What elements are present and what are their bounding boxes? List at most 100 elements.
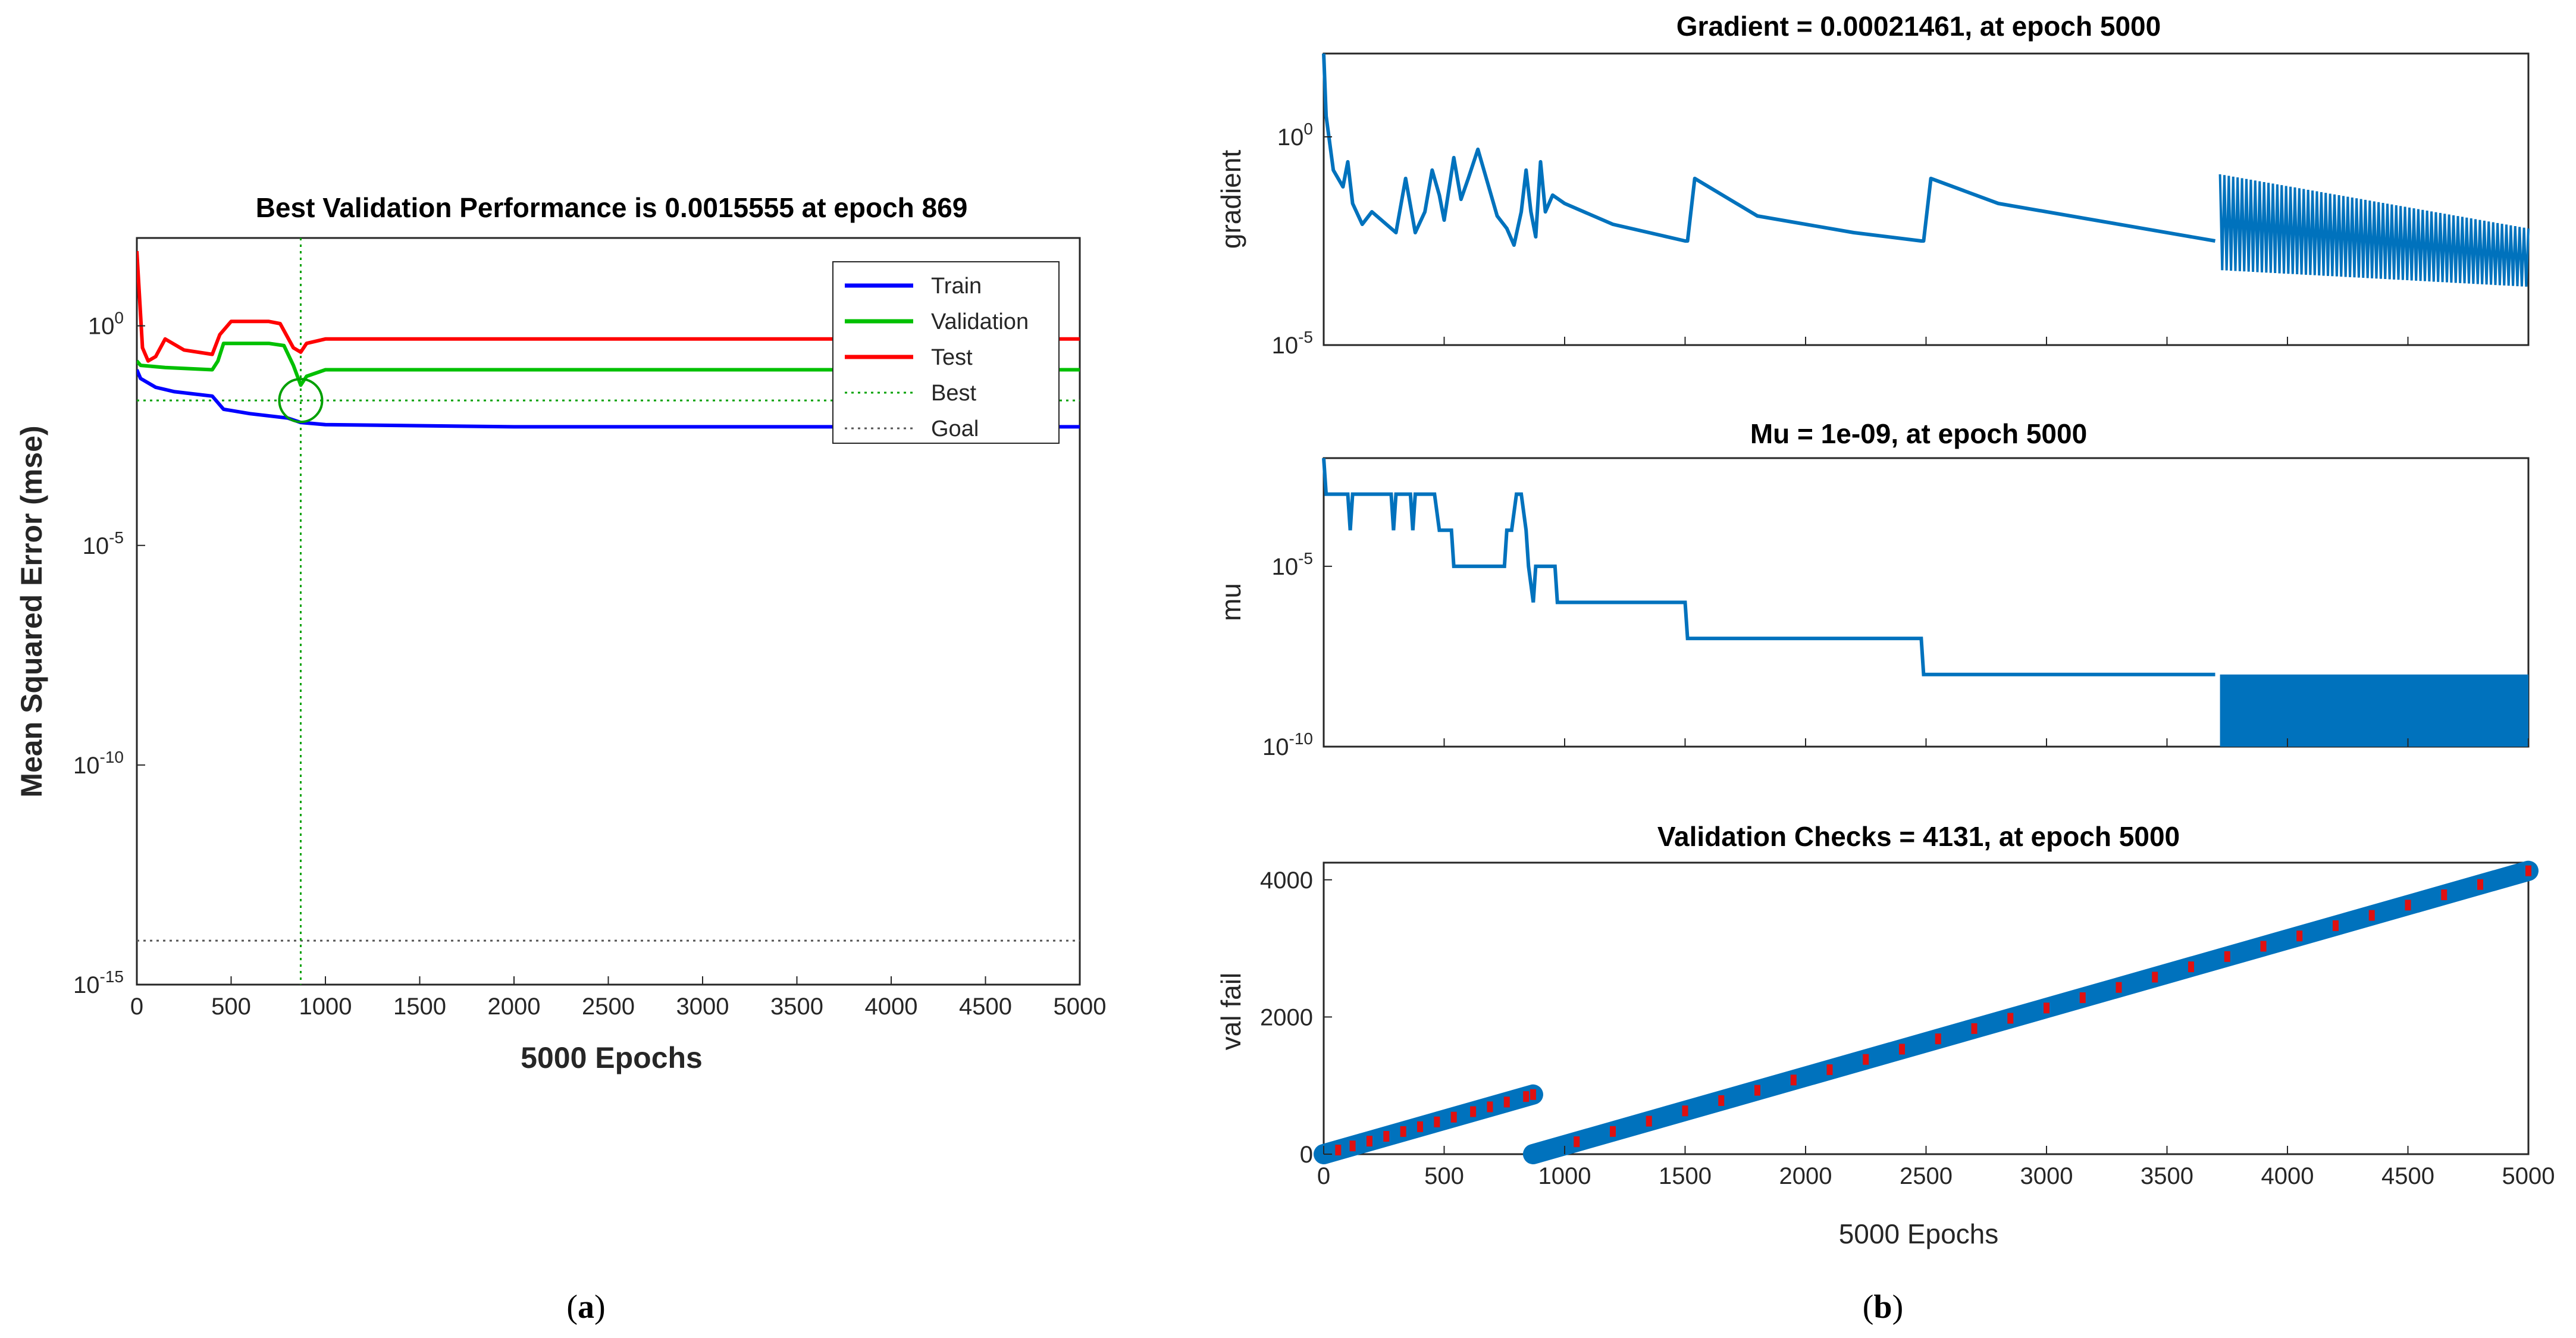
- validation-check-marker: [1899, 1044, 1905, 1055]
- validation-check-marker: [2188, 961, 2194, 973]
- legend-box: [832, 261, 1060, 444]
- mu-y-axis-label: mu: [1215, 583, 1246, 621]
- validation-check-marker: [2477, 879, 2483, 890]
- mu-series: [1322, 458, 2215, 676]
- legend-label-best: Best: [931, 381, 976, 406]
- performance-y-tick-label: 10-5: [83, 528, 124, 559]
- validation-check-marker: [2079, 992, 2086, 1004]
- validation-checks-chart-title: Validation Checks = 4131, at epoch 5000: [1657, 821, 2180, 852]
- validation-checks-x-tick-label: 2500: [1900, 1163, 1953, 1189]
- validation-check-marker: [1574, 1136, 1580, 1148]
- validation-checks-x-tick-label: 3000: [2020, 1163, 2073, 1189]
- validation-checks-segment: [1522, 860, 2539, 1164]
- validation-checks-x-tick-label: 4000: [2261, 1163, 2314, 1189]
- validation-checks-x-tick-label: 1500: [1659, 1163, 1712, 1189]
- validation-check-marker: [1718, 1095, 1725, 1106]
- performance-x-tick-label: 1000: [299, 994, 352, 1020]
- validation-checks-x-tick-label: 0: [1317, 1163, 1330, 1189]
- legend-label-validation: Validation: [931, 309, 1029, 334]
- performance-x-tick-label: 3500: [770, 994, 823, 1020]
- validation-check-marker: [2152, 972, 2158, 983]
- series-train: [137, 369, 1080, 429]
- validation-check-marker: [2260, 941, 2267, 952]
- gradient-y-axis-label: gradient: [1215, 150, 1246, 249]
- validation-check-marker: [2044, 1002, 2049, 1014]
- validation-checks-y-tick-label: 2000: [1260, 1004, 1313, 1030]
- validation-checks-x-tick-label: 3500: [2141, 1163, 2193, 1189]
- series-validation: [137, 341, 1080, 387]
- validation-check-marker: [1646, 1115, 1652, 1127]
- performance-x-tick-label: 4000: [865, 994, 918, 1020]
- validation-check-marker: [1383, 1131, 1390, 1142]
- performance-y-tick-label: 10-10: [73, 748, 124, 779]
- panel-label-a: (a): [566, 1289, 605, 1326]
- validation-check-marker: [2296, 930, 2303, 942]
- legend-label-train: Train: [931, 274, 982, 299]
- validation-check-marker: [1417, 1121, 1423, 1132]
- validation-check-marker: [1935, 1033, 1941, 1045]
- validation-check-marker: [1971, 1023, 1978, 1034]
- validation-check-marker: [1754, 1085, 1760, 1096]
- gradient-chart: Gradient = 0.00021461, at epoch 5000 100…: [1215, 11, 2530, 359]
- validation-check-marker: [2224, 951, 2230, 962]
- performance-x-tick-label: 500: [211, 994, 251, 1020]
- performance-x-tick-label: 2000: [488, 994, 541, 1020]
- panel-label-b: (b): [1863, 1289, 1903, 1326]
- mu-chart-title: Mu = 1e-09, at epoch 5000: [1750, 418, 2087, 449]
- validation-checks-x-tick-label: 500: [1424, 1163, 1464, 1189]
- validation-checks-segment: [1314, 1084, 1543, 1164]
- validation-check-marker: [1366, 1136, 1372, 1147]
- gradient-y-tick-label: 10-5: [1272, 328, 1313, 359]
- validation-checks-y-axis-label: val fail: [1215, 973, 1246, 1050]
- validation-check-marker: [2525, 865, 2531, 876]
- validation-checks-x-tick-label: 2000: [1779, 1163, 1832, 1189]
- validation-check-marker: [2333, 920, 2339, 931]
- validation-check-marker: [2007, 1013, 2014, 1024]
- mu-y-tick-label: 10-10: [1262, 729, 1313, 760]
- validation-check-marker: [1682, 1105, 1688, 1117]
- validation-check-marker: [1400, 1126, 1406, 1137]
- performance-x-tick-label: 3000: [676, 994, 729, 1020]
- performance-x-tick-label: 4500: [959, 994, 1012, 1020]
- validation-checks-x-tick-label: 5000: [2502, 1163, 2555, 1189]
- performance-x-tick-label: 5000: [1054, 994, 1107, 1020]
- performance-y-axis-label: Mean Squared Error (mse): [15, 425, 48, 797]
- validation-check-marker: [2116, 982, 2122, 993]
- validation-check-marker: [1790, 1074, 1797, 1086]
- validation-check-marker: [1826, 1064, 1833, 1076]
- mu-oscillation-band: [2220, 674, 2528, 747]
- validation-check-marker: [1487, 1101, 1493, 1113]
- validation-checks-x-tick-label: 4500: [2381, 1163, 2434, 1189]
- performance-y-tick-label: 100: [88, 309, 124, 340]
- validation-check-marker: [1349, 1140, 1356, 1152]
- validation-check-marker: [2405, 900, 2411, 911]
- validation-checks-x-tick-label: 1000: [1538, 1163, 1591, 1189]
- performance-y-tick-label: 10-15: [73, 967, 124, 998]
- performance-chart: Best Validation Performance is 0.0015555…: [15, 192, 1106, 1074]
- gradient-oscillation-band: [2218, 174, 2530, 287]
- validation-check-marker: [1863, 1054, 1869, 1065]
- validation-check-marker: [1470, 1106, 1477, 1117]
- gradient-chart-title: Gradient = 0.00021461, at epoch 5000: [1676, 11, 2161, 42]
- legend-label-goal: Goal: [931, 416, 979, 441]
- validation-checks-y-tick-label: 0: [1300, 1142, 1313, 1168]
- validation-check-marker: [1610, 1126, 1616, 1137]
- performance-x-tick-label: 1500: [393, 994, 446, 1020]
- validation-check-marker: [1523, 1091, 1530, 1102]
- validation-check-marker: [1335, 1145, 1342, 1156]
- validation-checks-x-axis-label: 5000 Epochs: [1839, 1218, 1999, 1249]
- performance-chart-title: Best Validation Performance is 0.0015555…: [256, 192, 968, 223]
- performance-x-axis-label: 5000 Epochs: [521, 1041, 703, 1074]
- validation-check-marker: [2441, 889, 2447, 901]
- validation-check-marker: [1503, 1096, 1510, 1108]
- validation-check-marker: [1530, 1089, 1536, 1100]
- performance-x-tick-label: 2500: [582, 994, 635, 1020]
- series-test: [137, 250, 1080, 363]
- validation-check-marker: [1450, 1111, 1457, 1123]
- validation-checks-y-tick-label: 4000: [1260, 867, 1313, 894]
- performance-x-tick-label: 0: [130, 994, 143, 1020]
- legend-label-test: Test: [931, 345, 973, 370]
- validation-checks-chart: Validation Checks = 4131, at epoch 5000 …: [1215, 821, 2555, 1249]
- performance-legend: Train Validation Test Best Goal: [832, 261, 1060, 444]
